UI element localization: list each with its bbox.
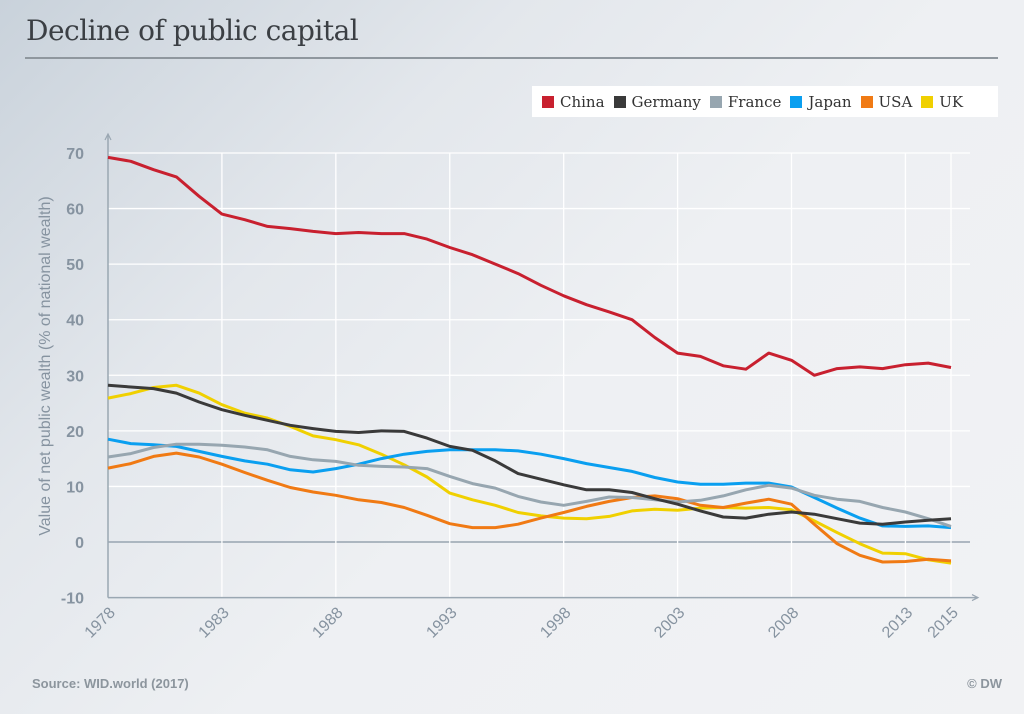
legend-item-uk: UK <box>921 93 963 111</box>
x-tick-label: 1998 <box>537 604 574 641</box>
y-axis-label: Value of net public wealth (% of nationa… <box>37 196 54 535</box>
y-tick-label: 50 <box>66 257 84 274</box>
legend-item-usa: USA <box>860 92 913 111</box>
y-tick-label: 40 <box>66 313 84 330</box>
legend-label: Germany <box>631 92 701 111</box>
legend-label: UK <box>939 92 964 111</box>
legend-swatch <box>860 95 873 108</box>
legend-label: France <box>727 92 782 111</box>
legend-swatch <box>709 95 722 108</box>
series-line-china <box>107 155 952 377</box>
x-tick-label: 2013 <box>879 604 916 641</box>
x-tick-label: 1988 <box>309 604 346 641</box>
source-note: Source: WID.world (2017) <box>32 676 189 691</box>
y-tick-label: 60 <box>66 202 84 219</box>
x-tick-label: 1978 <box>82 604 119 641</box>
y-tick-label: 0 <box>75 535 84 552</box>
legend-swatch <box>921 95 934 108</box>
x-tick-label: 2003 <box>651 604 688 641</box>
y-tick-label: -10 <box>61 591 84 608</box>
y-tick-label: 10 <box>66 479 84 496</box>
y-tick-label: 70 <box>66 146 84 163</box>
legend-label: USA <box>878 92 913 111</box>
legend-item-france: France <box>709 92 782 111</box>
legend-item-japan: Japan <box>790 92 852 111</box>
title-divider <box>25 57 998 59</box>
legend: China Germany France Japan USA UK <box>532 86 998 117</box>
legend-swatch <box>613 95 626 108</box>
legend-swatch <box>790 95 803 108</box>
y-tick-label: 30 <box>66 368 84 385</box>
legend-label: China <box>560 92 605 111</box>
page-title: Decline of public capital <box>26 14 359 47</box>
x-tick-label: 1983 <box>196 604 233 641</box>
x-tick-label: 1993 <box>423 604 460 641</box>
y-axis-arrow-icon <box>104 132 112 141</box>
x-tick-label: 2008 <box>765 604 802 641</box>
series-line-france <box>107 442 952 528</box>
legend-item-germany: Germany <box>613 92 701 111</box>
legend-swatch <box>542 95 554 108</box>
legend-label: Japan <box>808 92 852 111</box>
y-tick-label: 20 <box>66 424 84 441</box>
series-line-japan <box>107 437 952 530</box>
x-tick-label: 2015 <box>925 604 962 641</box>
series-line-usa <box>107 451 952 564</box>
series-line-germany <box>107 383 952 526</box>
legend-item-china: China <box>542 93 605 111</box>
x-axis-arrow-icon <box>971 594 980 602</box>
credit: © DW <box>967 676 1002 691</box>
